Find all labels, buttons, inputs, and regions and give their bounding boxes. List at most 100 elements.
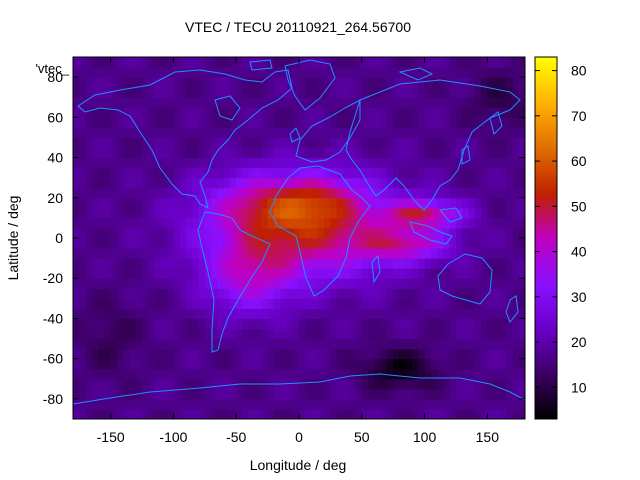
heatmap-cell	[173, 348, 181, 360]
heatmap-cell	[443, 338, 451, 350]
heatmap-cell	[135, 318, 143, 330]
heatmap-cell	[110, 388, 118, 400]
heatmap-cell	[192, 127, 200, 139]
heatmap-cell	[342, 107, 350, 118]
heatmap-cell	[512, 348, 520, 360]
heatmap-cell	[123, 408, 131, 419]
heatmap-cell	[349, 217, 357, 229]
heatmap-cell	[292, 167, 300, 179]
heatmap-cell	[336, 87, 344, 98]
heatmap-cell	[292, 217, 300, 229]
heatmap-cell	[311, 107, 319, 118]
heatmap-cell	[468, 167, 476, 179]
heatmap-cell	[261, 127, 269, 139]
heatmap-cell	[223, 348, 231, 360]
heatmap-cell	[123, 147, 131, 159]
heatmap-cell	[248, 268, 256, 279]
heatmap-cell	[104, 107, 112, 118]
heatmap-cell	[412, 388, 419, 400]
heatmap-cell	[374, 328, 382, 340]
heatmap-cell	[324, 348, 331, 360]
heatmap-cell	[286, 177, 294, 189]
heatmap-cell	[255, 278, 262, 289]
heatmap-cell	[512, 67, 520, 78]
heatmap-cell	[506, 258, 514, 269]
heatmap-cell	[223, 338, 231, 350]
heatmap-cell	[154, 408, 162, 419]
heatmap-cell	[211, 127, 218, 139]
heatmap-cell	[142, 388, 149, 400]
heatmap-cell	[179, 157, 187, 169]
heatmap-cell	[299, 388, 306, 400]
heatmap-cell	[518, 238, 525, 249]
heatmap-cell	[142, 328, 149, 340]
heatmap-cell	[91, 358, 99, 370]
heatmap-cell	[211, 298, 218, 309]
heatmap-cell	[299, 368, 306, 380]
heatmap-cell	[399, 408, 407, 419]
heatmap-cell	[261, 167, 269, 179]
heatmap-cell	[236, 408, 244, 419]
heatmap-cell	[198, 107, 206, 118]
heatmap-cell	[361, 127, 369, 139]
heatmap-cell	[399, 288, 407, 299]
heatmap-cell	[374, 177, 382, 189]
heatmap-cell	[248, 137, 256, 149]
heatmap-cell	[474, 238, 482, 249]
heatmap-cell	[418, 358, 426, 370]
heatmap-cell	[512, 318, 520, 330]
heatmap-cell	[368, 288, 375, 299]
heatmap-cell	[85, 248, 93, 259]
heatmap-cell	[236, 167, 244, 179]
heatmap-cell	[336, 338, 344, 350]
heatmap-cell	[129, 67, 137, 78]
heatmap-cell	[286, 147, 294, 159]
heatmap-cell	[487, 398, 495, 410]
heatmap-cell	[236, 87, 244, 98]
heatmap-cell	[73, 227, 80, 239]
heatmap-cell	[204, 258, 212, 269]
heatmap-cell	[512, 248, 520, 259]
heatmap-cell	[368, 398, 375, 410]
heatmap-cell	[342, 127, 350, 139]
heatmap-cell	[380, 207, 388, 219]
heatmap-cell	[499, 217, 507, 229]
heatmap-cell	[242, 157, 250, 169]
heatmap-cell	[286, 408, 294, 419]
heatmap-cell	[368, 147, 375, 159]
heatmap-cell	[179, 227, 187, 239]
heatmap-cell	[217, 177, 225, 189]
heatmap-cell	[98, 408, 105, 419]
colorbar	[534, 56, 558, 420]
heatmap-cell	[229, 137, 237, 149]
heatmap-cell	[167, 107, 175, 118]
heatmap-cell	[123, 298, 131, 309]
colorbar-tick-label: 80	[571, 63, 587, 79]
heatmap-cell	[116, 298, 124, 309]
heatmap-cell	[374, 248, 382, 259]
heatmap-cell	[223, 127, 231, 139]
heatmap-cell	[186, 97, 193, 108]
heatmap-cell	[380, 318, 388, 330]
heatmap-cell	[405, 398, 413, 410]
heatmap-cell	[437, 197, 444, 209]
heatmap-cell	[98, 348, 105, 360]
heatmap-cell	[342, 77, 350, 88]
heatmap-cell	[506, 398, 514, 410]
heatmap-cell	[229, 97, 237, 108]
heatmap-cell	[499, 358, 507, 370]
heatmap-cell	[374, 107, 382, 118]
heatmap-cell	[330, 177, 338, 189]
heatmap-cell	[179, 278, 187, 289]
heatmap-cell	[280, 117, 288, 128]
heatmap-cell	[204, 408, 212, 419]
heatmap-cell	[336, 378, 344, 390]
heatmap-cell	[468, 278, 476, 289]
heatmap-cell	[437, 117, 444, 128]
heatmap-cell	[142, 398, 149, 410]
heatmap-cell	[305, 258, 313, 269]
heatmap-cell	[85, 117, 93, 128]
heatmap-cell	[267, 318, 275, 330]
heatmap-cell	[242, 338, 250, 350]
heatmap-cell	[462, 117, 470, 128]
